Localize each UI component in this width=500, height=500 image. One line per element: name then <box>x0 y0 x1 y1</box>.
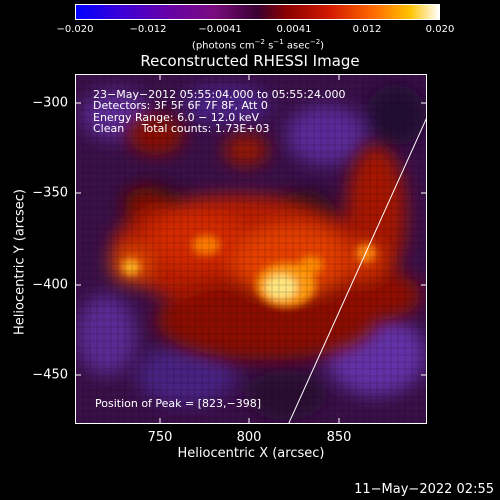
y-axis-label: Heliocentric Y (arcsec) <box>12 189 28 335</box>
info-detectors: Detectors: 3F 5F 6F 7F 8F, Att 0 <box>93 99 268 112</box>
colorbar-tick: 0.012 <box>352 24 382 35</box>
image-title: Reconstructed RHESSI Image <box>140 52 360 70</box>
colorbar-tick: 0.0041 <box>276 24 312 35</box>
info-energy-range: Energy Range: 6.0 − 12.0 keV <box>93 111 260 124</box>
colorbar <box>75 4 440 20</box>
generated-timestamp: 11−May−2022 02:55 <box>354 482 494 497</box>
peak-position-label: Position of Peak = [823,−398] <box>95 397 262 410</box>
y-tick: −400 <box>32 277 68 293</box>
x-tick: 850 <box>326 430 352 445</box>
image-canvas <box>76 75 426 423</box>
colorbar-units: (photons cm−2 s−1 asec−2) <box>191 38 325 52</box>
x-axis-label: Heliocentric X (arcsec) <box>177 446 325 461</box>
x-tick: 750 <box>147 430 173 445</box>
y-tick: −300 <box>32 95 68 111</box>
colorbar-tick: 0.020 <box>425 24 455 35</box>
y-tick: −350 <box>32 185 68 201</box>
info-time-range: 23−May−2012 05:55:04.000 to 05:55:24.000 <box>93 88 346 101</box>
y-tick: −450 <box>32 367 68 383</box>
solar-limb-line <box>288 118 426 423</box>
colorbar-tick: −0.012 <box>129 24 167 35</box>
reconstructed-image <box>75 74 427 424</box>
colorbar-tick: −0.020 <box>56 24 94 35</box>
colorbar-tick: −0.0041 <box>198 24 242 35</box>
x-tick: 800 <box>236 430 262 445</box>
info-clean-counts: Clean Total counts: 1.73E+03 <box>93 122 270 135</box>
